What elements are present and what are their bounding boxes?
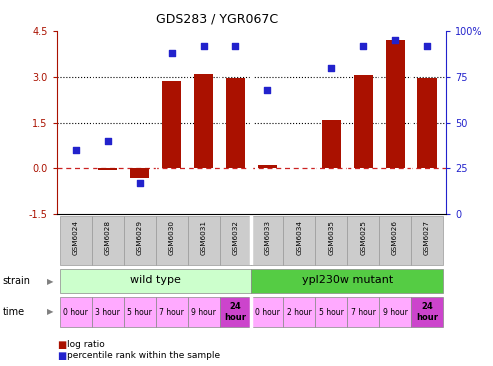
Bar (60, 269, 251, 293)
Point (263, 87, 271, 93)
Point (327, 65, 335, 71)
Text: GSM6026: GSM6026 (392, 220, 398, 255)
Text: 2 hour: 2 hour (287, 307, 312, 317)
Text: 9 hour: 9 hour (191, 307, 216, 317)
Bar (194, 74, 213, 168)
Bar (316, 216, 347, 265)
Bar (124, 216, 156, 265)
Text: 5 hour: 5 hour (319, 307, 344, 317)
Bar (98, 168, 117, 170)
Text: 0 hour: 0 hour (255, 307, 280, 317)
Bar (283, 297, 316, 327)
Text: GSM6027: GSM6027 (424, 220, 430, 255)
Text: 9 hour: 9 hour (383, 307, 408, 317)
Bar (411, 216, 443, 265)
Bar (92, 216, 124, 265)
Point (168, 50, 176, 56)
Text: 24
hour: 24 hour (224, 302, 246, 322)
Bar (251, 297, 283, 327)
Text: ■: ■ (57, 340, 66, 350)
Bar (124, 297, 156, 327)
Bar (156, 297, 187, 327)
Bar (418, 78, 437, 168)
Text: ▶: ▶ (47, 307, 53, 316)
Text: GSM6030: GSM6030 (169, 220, 175, 255)
Text: GSM6025: GSM6025 (360, 220, 366, 255)
Bar (411, 297, 443, 327)
Text: GSM6034: GSM6034 (296, 220, 302, 255)
Bar (219, 297, 251, 327)
Bar (379, 216, 411, 265)
Text: GSM6024: GSM6024 (73, 220, 79, 255)
Point (232, 43, 240, 49)
Text: 5 hour: 5 hour (127, 307, 152, 317)
Point (359, 43, 367, 49)
Text: GSM6032: GSM6032 (233, 220, 239, 255)
Text: GSM6029: GSM6029 (137, 220, 142, 255)
Text: GDS283 / YGR067C: GDS283 / YGR067C (156, 13, 278, 26)
Bar (353, 75, 373, 168)
Point (391, 37, 399, 43)
Bar (60, 216, 92, 265)
Text: 7 hour: 7 hour (351, 307, 376, 317)
Bar (258, 165, 277, 168)
Bar (226, 78, 245, 168)
Point (104, 138, 112, 144)
Bar (92, 297, 124, 327)
Text: GSM6033: GSM6033 (264, 220, 270, 255)
Text: time: time (2, 307, 25, 317)
Bar (321, 120, 341, 168)
Text: wild type: wild type (130, 275, 181, 285)
Text: ■: ■ (57, 351, 66, 361)
Bar (347, 216, 379, 265)
Bar (379, 297, 411, 327)
Bar (187, 297, 219, 327)
Bar (386, 40, 405, 168)
Point (72, 147, 80, 153)
Point (136, 180, 143, 186)
Bar (219, 216, 251, 265)
Text: GSM6035: GSM6035 (328, 220, 334, 255)
Text: strain: strain (2, 276, 31, 286)
Bar (316, 297, 347, 327)
Text: GSM6028: GSM6028 (105, 220, 111, 255)
Point (200, 43, 208, 49)
Text: log ratio: log ratio (67, 340, 105, 349)
Text: 3 hour: 3 hour (95, 307, 120, 317)
Bar (156, 216, 187, 265)
Bar (130, 168, 149, 178)
Text: ypl230w mutant: ypl230w mutant (302, 275, 393, 285)
Text: percentile rank within the sample: percentile rank within the sample (67, 351, 220, 360)
Bar (162, 82, 181, 168)
Text: 0 hour: 0 hour (64, 307, 88, 317)
Bar (347, 297, 379, 327)
Bar (251, 269, 443, 293)
Bar (187, 216, 219, 265)
Text: 24
hour: 24 hour (416, 302, 438, 322)
Bar (251, 216, 283, 265)
Bar (283, 216, 316, 265)
Point (423, 43, 431, 49)
Text: ▶: ▶ (47, 277, 53, 285)
Bar (60, 297, 92, 327)
Text: 7 hour: 7 hour (159, 307, 184, 317)
Text: GSM6031: GSM6031 (201, 220, 207, 255)
